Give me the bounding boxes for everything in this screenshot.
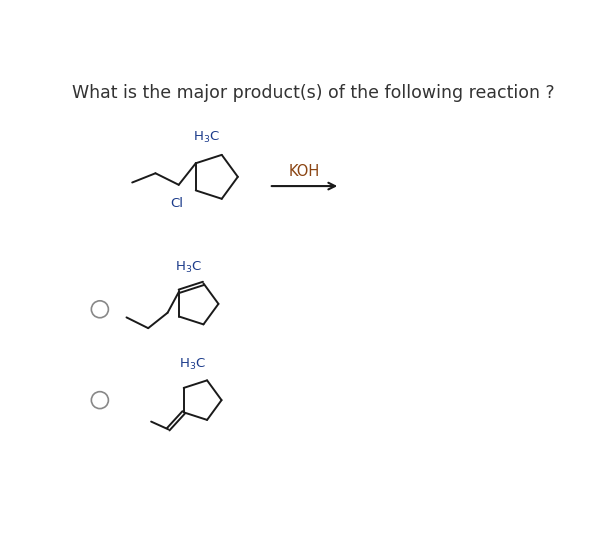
Text: Cl: Cl: [170, 197, 184, 210]
Text: H$_3$C: H$_3$C: [192, 130, 219, 145]
Text: KOH: KOH: [289, 164, 320, 179]
Text: H$_3$C: H$_3$C: [178, 357, 205, 372]
Text: What is the major product(s) of the following reaction ?: What is the major product(s) of the foll…: [72, 83, 555, 102]
Text: H$_3$C: H$_3$C: [175, 260, 202, 275]
